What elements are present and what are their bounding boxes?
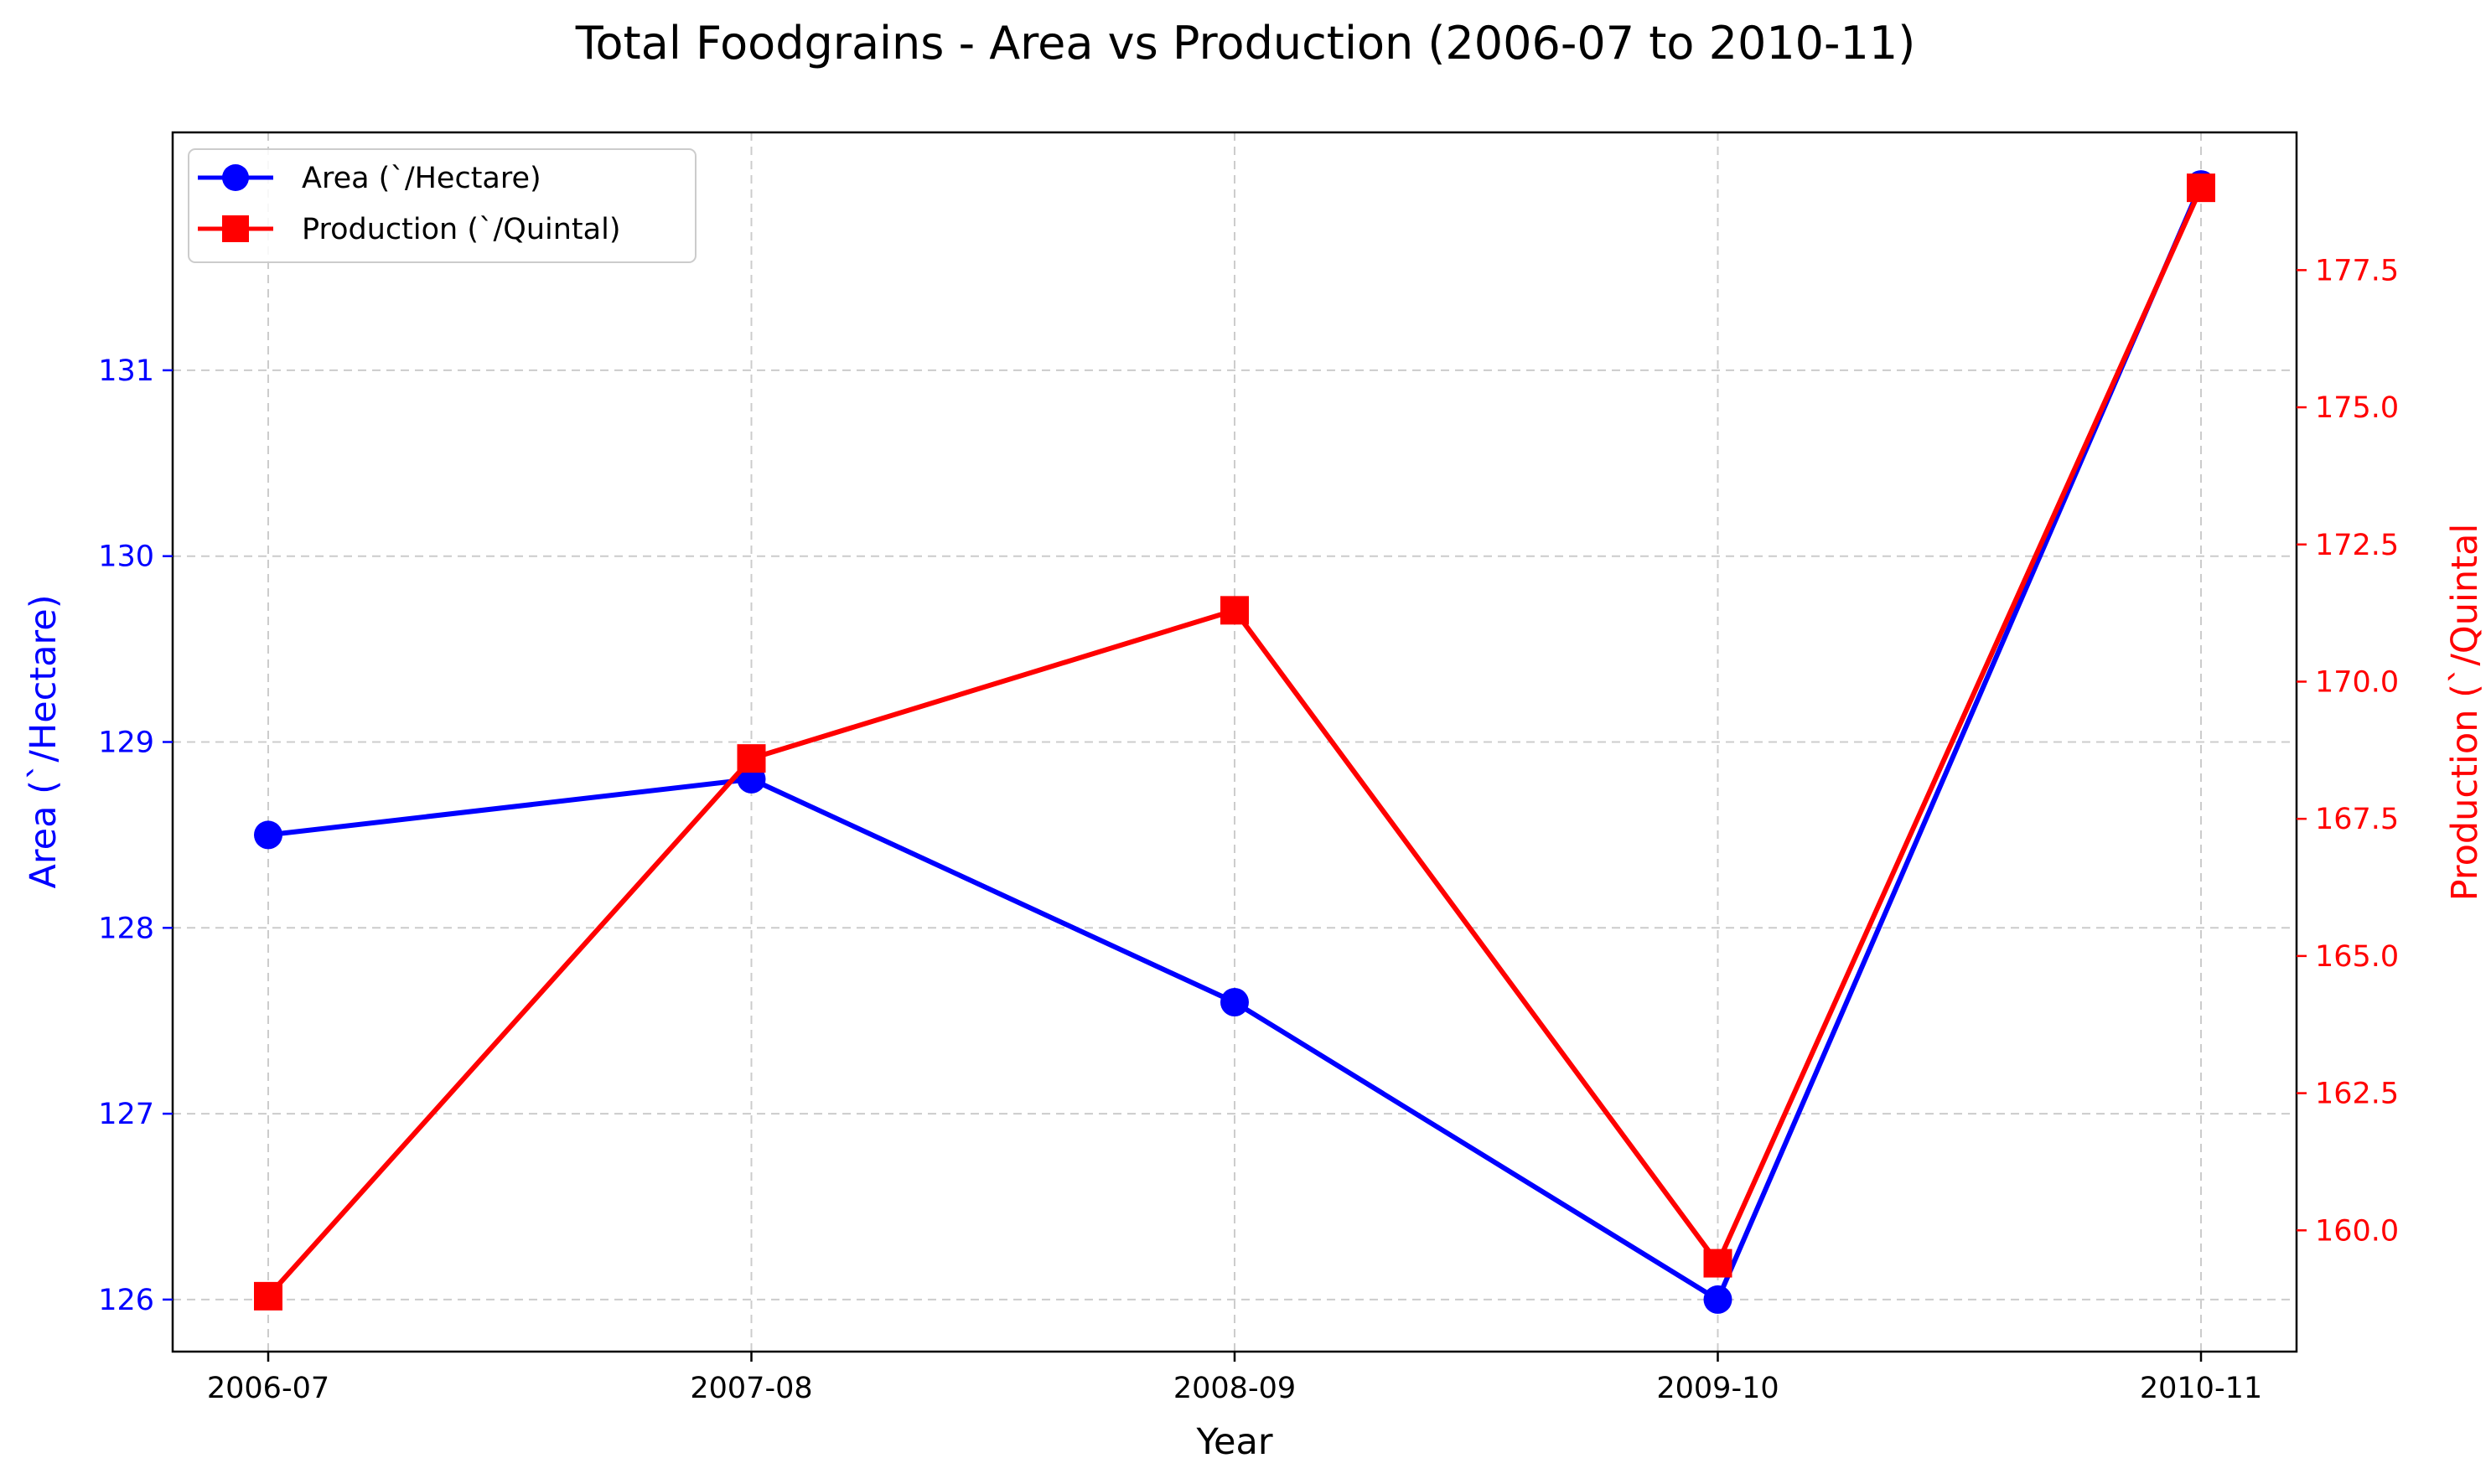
right-y-axis-title: Production (`/Quintal	[2444, 524, 2486, 902]
data-point-area	[1220, 988, 1249, 1017]
right-y-tick-label: 167.5	[2315, 803, 2399, 836]
data-point-production	[1703, 1249, 1732, 1278]
x-tick-label: 2009-10	[1656, 1372, 1779, 1405]
data-point-production	[254, 1281, 282, 1311]
left-y-tick-label: 130	[98, 540, 154, 574]
x-tick-label: 2006-07	[207, 1372, 329, 1405]
left-y-tick-label: 129	[98, 726, 154, 760]
x-tick-label: 2008-09	[1173, 1372, 1296, 1405]
data-point-production	[737, 744, 766, 773]
legend-label-production: Production (`/Quintal)	[302, 213, 620, 246]
left-y-tick-label: 126	[98, 1284, 154, 1317]
right-y-tick-label: 172.5	[2315, 529, 2399, 562]
legend: Area (`/Hectare) Production (`/Quintal)	[188, 148, 697, 263]
legend-box	[188, 148, 697, 263]
axes-layer: 2006-07 2007-08 2008-09 2009-10 2010-11 126 12…	[98, 254, 2399, 1405]
x-axis-title: Year	[1195, 1421, 1272, 1463]
x-tick-label: 2007-08	[690, 1372, 812, 1405]
legend-swatch-marker-production	[222, 215, 249, 242]
left-y-tick-label: 128	[98, 912, 154, 945]
right-y-tick-label: 170.0	[2315, 665, 2399, 699]
series-layer	[254, 170, 2215, 1314]
left-y-tick-label: 127	[98, 1098, 154, 1131]
left-y-tick-label: 131	[98, 354, 154, 388]
grid-lines	[173, 132, 2297, 1352]
right-y-tick-label: 160.0	[2315, 1214, 2399, 1248]
right-y-tick-label: 175.0	[2315, 391, 2399, 425]
data-point-production	[2187, 173, 2215, 203]
right-y-tick-label: 177.5	[2315, 254, 2399, 287]
left-y-axis-title: Area (`/Hectare)	[23, 595, 65, 889]
chart-title: Total Foodgrains - Area vs Production (2…	[575, 17, 1916, 70]
right-y-tick-label: 165.0	[2315, 940, 2399, 974]
data-point-area	[254, 820, 282, 850]
data-point-area	[1703, 1285, 1732, 1314]
data-point-production	[1220, 596, 1249, 625]
legend-swatch-marker-area	[222, 164, 249, 191]
legend-label-area: Area (`/Hectare)	[302, 162, 541, 195]
x-tick-label: 2010-11	[2140, 1372, 2262, 1405]
right-y-tick-label: 162.5	[2315, 1078, 2399, 1111]
